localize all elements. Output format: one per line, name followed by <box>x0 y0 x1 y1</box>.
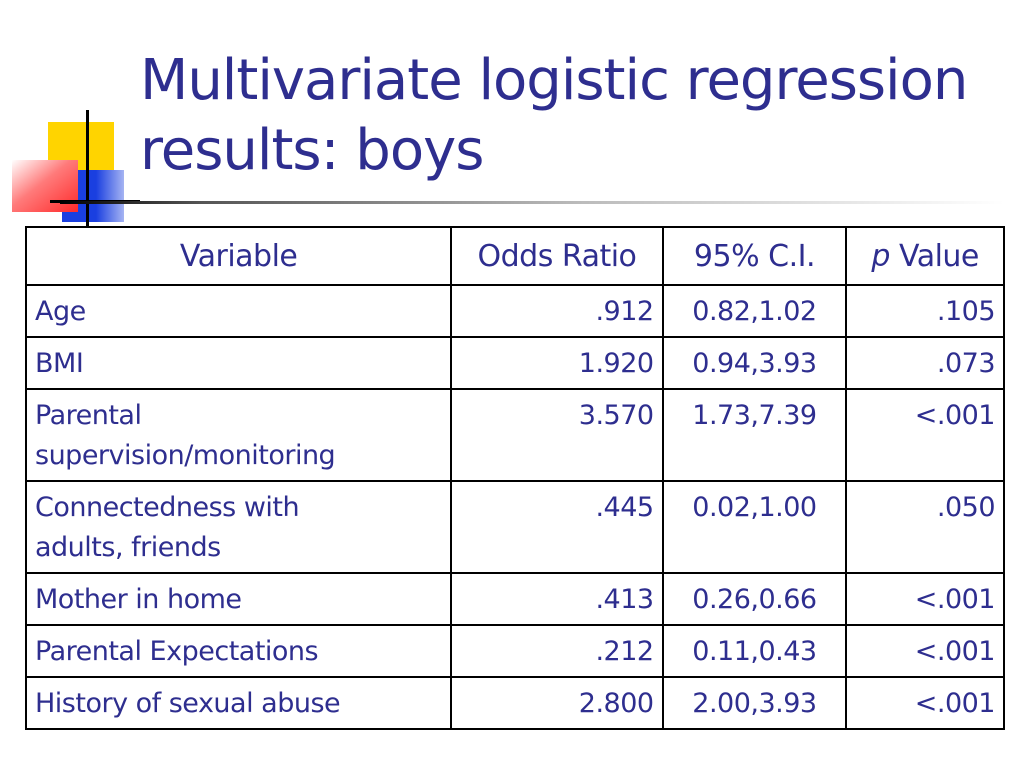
table-row: BMI 1.920 0.94,3.93.073 <box>24 336 1005 390</box>
slide-title: Multivariate logistic regression results… <box>140 46 1010 186</box>
cell-p-value: .105 <box>845 284 1005 338</box>
cell-variable: Age <box>24 284 453 338</box>
cell-odds-ratio: .912 <box>450 284 664 338</box>
cell-odds-ratio: .445 <box>450 480 664 574</box>
cell-ci: 1.73,7.39 <box>661 388 848 482</box>
cell-p-value: .050 <box>845 480 1005 574</box>
table-row: Mother in home .413 0.26,0.66 <.001 <box>24 572 1005 626</box>
cell-ci: 2.00,3.93 <box>661 676 848 730</box>
table-row: Parental Expectations .212 0.11,0.43 <.001 <box>24 624 1005 678</box>
cell-odds-ratio: 2.800 <box>450 676 664 730</box>
header-ci: 95% C.I. <box>661 226 848 286</box>
header-p-value: p Value <box>845 226 1005 286</box>
variable-line-1: Connectedness with <box>35 492 300 523</box>
table-row: Age .912 0.82,1.02.105 <box>24 284 1005 338</box>
cell-odds-ratio: 1.920 <box>450 336 664 390</box>
variable-line-1: Mother in home <box>35 584 242 615</box>
cell-odds-ratio: .212 <box>450 624 664 678</box>
cell-ci: 0.94,3.93 <box>661 336 848 390</box>
cell-variable: Mother in home <box>24 572 453 626</box>
cell-variable: Parental Expectations <box>24 624 453 678</box>
cell-p-value: <.001 <box>845 388 1005 482</box>
cell-ci: 0.26,0.66 <box>661 572 848 626</box>
decor-red-square <box>12 160 78 212</box>
cell-variable: BMI <box>24 336 453 390</box>
table-body: Age .912 0.82,1.02.105 BMI 1.920 0.94,3.93.07… <box>24 284 1005 730</box>
cell-variable: History of sexual abuse <box>24 676 453 730</box>
cell-ci: 0.11,0.43 <box>661 624 848 678</box>
decor-blue-fade <box>96 170 142 222</box>
table-row: Connectedness with adults, friends .445 0.0… <box>24 480 1005 574</box>
table-row: History of sexual abuse 2.800 2.00,3.93 <.0… <box>24 676 1005 730</box>
cell-variable: Connectedness with adults, friends <box>24 480 453 574</box>
variable-line-1: Age <box>35 296 86 327</box>
cell-p-value: <.001 <box>845 676 1005 730</box>
cell-ci: 0.82,1.02 <box>661 284 848 338</box>
header-p-rest: Value <box>889 238 979 274</box>
cell-variable: Parental supervision/monitoring <box>24 388 453 482</box>
table-header-row: Variable Odds Ratio 95% C.I. p Value <box>24 226 1005 286</box>
variable-line-1: Parental <box>35 400 142 431</box>
table-row: Parental supervision/monitoring 3.570 1.73,… <box>24 388 1005 482</box>
cell-p-value: <.001 <box>845 572 1005 626</box>
variable-line-2: supervision/monitoring <box>35 440 336 471</box>
cell-p-value: .073 <box>845 336 1005 390</box>
cell-ci: 0.02,1.00 <box>661 480 848 574</box>
cell-odds-ratio: 3.570 <box>450 388 664 482</box>
results-table: Variable Odds Ratio 95% C.I. p Value Age… <box>24 226 1005 730</box>
decor-vertical-line <box>86 110 89 228</box>
cell-p-value: <.001 <box>845 624 1005 678</box>
variable-line-1: BMI <box>35 348 84 379</box>
variable-line-1: Parental Expectations <box>35 636 319 667</box>
cell-odds-ratio: .413 <box>450 572 664 626</box>
slide-title-line-2: results: boys <box>140 118 484 183</box>
header-odds-ratio: Odds Ratio <box>450 226 664 286</box>
header-variable: Variable <box>24 226 453 286</box>
header-p-italic: p <box>871 238 890 274</box>
variable-line-2: adults, friends <box>35 532 221 563</box>
title-underline-rule <box>60 201 1004 204</box>
slide-title-line-1: Multivariate logistic regression <box>140 48 968 113</box>
variable-line-1: History of sexual abuse <box>35 688 341 719</box>
